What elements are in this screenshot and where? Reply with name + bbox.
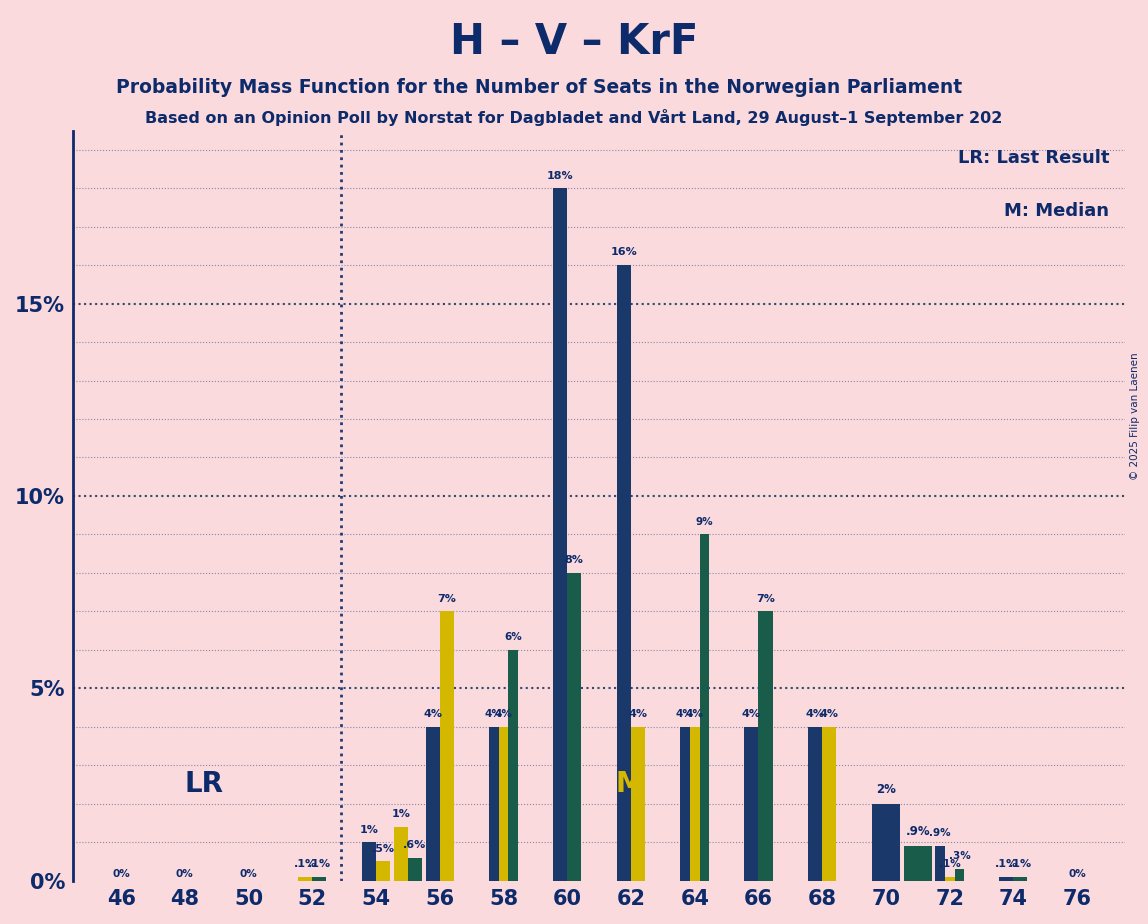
- Text: 18%: 18%: [546, 171, 574, 180]
- Text: 8%: 8%: [565, 555, 583, 565]
- Text: .5%: .5%: [372, 844, 395, 854]
- Bar: [567, 573, 581, 881]
- Text: .3%: .3%: [948, 851, 970, 861]
- Bar: [759, 612, 773, 881]
- Text: 4%: 4%: [806, 709, 824, 719]
- Bar: [298, 877, 312, 881]
- Bar: [872, 804, 900, 881]
- Bar: [408, 857, 422, 881]
- Text: 0%: 0%: [1069, 869, 1086, 879]
- Text: M: Median: M: Median: [1004, 201, 1109, 220]
- Text: 7%: 7%: [437, 594, 456, 603]
- Bar: [680, 727, 690, 881]
- Text: 6%: 6%: [504, 632, 522, 642]
- Text: .6%: .6%: [403, 840, 427, 850]
- Text: 7%: 7%: [757, 594, 775, 603]
- Text: .1%: .1%: [294, 859, 317, 869]
- Text: M: M: [615, 771, 643, 798]
- Text: .1%: .1%: [939, 859, 961, 869]
- Bar: [699, 534, 709, 881]
- Text: .1%: .1%: [995, 859, 1018, 869]
- Text: 4%: 4%: [820, 709, 839, 719]
- Text: 0%: 0%: [113, 869, 130, 879]
- Text: 4%: 4%: [484, 709, 503, 719]
- Bar: [426, 727, 440, 881]
- Text: .9%: .9%: [929, 828, 951, 838]
- Bar: [690, 727, 699, 881]
- Bar: [509, 650, 518, 881]
- Bar: [903, 846, 932, 881]
- Bar: [744, 727, 759, 881]
- Text: LR: Last Result: LR: Last Result: [957, 150, 1109, 167]
- Bar: [1014, 877, 1027, 881]
- Text: 4%: 4%: [676, 709, 693, 719]
- Text: 0%: 0%: [176, 869, 194, 879]
- Bar: [616, 265, 631, 881]
- Bar: [808, 727, 822, 881]
- Text: 16%: 16%: [611, 248, 637, 258]
- Text: 1%: 1%: [359, 824, 379, 834]
- Text: .1%: .1%: [308, 859, 331, 869]
- Bar: [312, 877, 326, 881]
- Bar: [1000, 877, 1014, 881]
- Bar: [440, 612, 453, 881]
- Bar: [498, 727, 509, 881]
- Text: .1%: .1%: [1009, 859, 1032, 869]
- Text: .9%: .9%: [906, 825, 930, 838]
- Text: 2%: 2%: [876, 783, 895, 796]
- Text: 4%: 4%: [495, 709, 512, 719]
- Bar: [394, 827, 408, 881]
- Text: 4%: 4%: [628, 709, 647, 719]
- Text: LR: LR: [185, 771, 224, 798]
- Text: 4%: 4%: [742, 709, 761, 719]
- Bar: [934, 846, 945, 881]
- Text: 0%: 0%: [240, 869, 257, 879]
- Text: 1%: 1%: [391, 809, 410, 819]
- Text: Probability Mass Function for the Number of Seats in the Norwegian Parliament: Probability Mass Function for the Number…: [116, 78, 963, 97]
- Bar: [822, 727, 836, 881]
- Bar: [955, 869, 964, 881]
- Text: 4%: 4%: [685, 709, 704, 719]
- Text: H – V – KrF: H – V – KrF: [450, 21, 698, 63]
- Text: Based on an Opinion Poll by Norstat for Dagbladet and Vårt Land, 29 August–1 Sep: Based on an Opinion Poll by Norstat for …: [146, 109, 1002, 126]
- Text: 4%: 4%: [424, 709, 442, 719]
- Bar: [631, 727, 645, 881]
- Text: 9%: 9%: [696, 517, 713, 527]
- Bar: [553, 188, 567, 881]
- Bar: [489, 727, 498, 881]
- Text: © 2025 Filip van Laenen: © 2025 Filip van Laenen: [1130, 352, 1140, 480]
- Bar: [362, 842, 377, 881]
- Bar: [377, 861, 390, 881]
- Bar: [945, 877, 955, 881]
